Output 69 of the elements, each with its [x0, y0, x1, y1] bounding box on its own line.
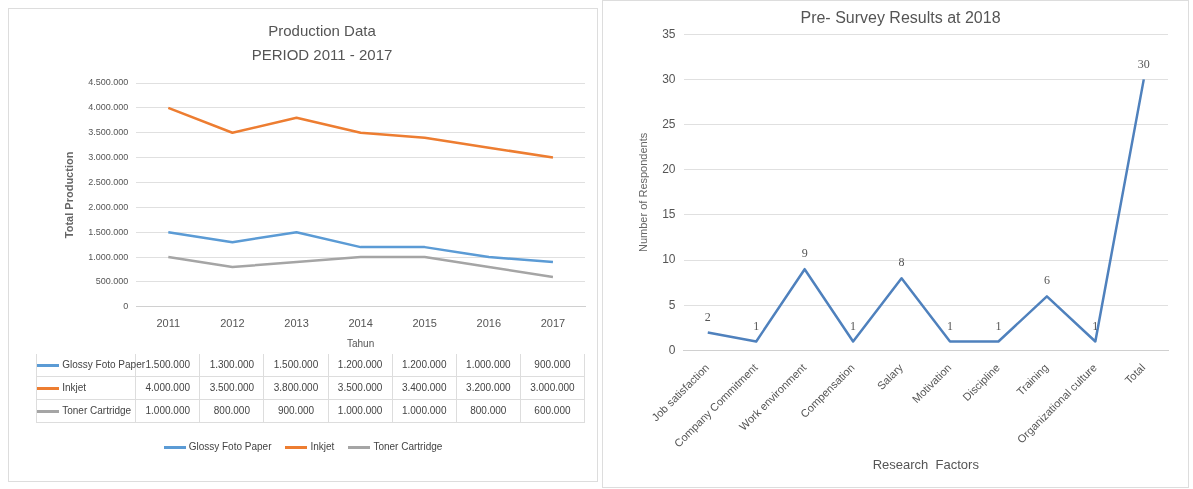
- x-tick-label: 2011: [156, 317, 181, 330]
- data-label: 1.200.000: [328, 354, 393, 377]
- y-tick-label: 1.000.000: [88, 251, 129, 262]
- text: Toner Cartridge: [373, 441, 443, 452]
- x-axis-title: Research Factors: [872, 456, 980, 472]
- data-label: 1: [947, 318, 953, 333]
- y-tick-label: 3.000.000: [88, 152, 129, 163]
- data-label: 1.000.000: [328, 400, 393, 423]
- y-tick-label: 35: [662, 26, 676, 41]
- y-tick-label: 2.000.000: [88, 201, 129, 212]
- data-label: 2: [704, 309, 711, 324]
- y-tick-label: 4.000.000: [88, 102, 129, 113]
- data-label: 1.000.000: [456, 354, 521, 377]
- data-label: 1.500.000: [264, 354, 329, 377]
- text: Inkjet: [310, 441, 335, 452]
- data-label: 3.000.000: [520, 377, 585, 400]
- y-tick-label: 5: [668, 297, 676, 312]
- chart-title: Pre- Survey Results at 2018: [800, 9, 1001, 27]
- x-tick-label: 2012: [220, 317, 245, 330]
- data-label: 1: [753, 318, 760, 333]
- data-label: 3.500.000: [328, 377, 393, 400]
- data-label: 1.000.000: [392, 400, 457, 423]
- data-label: 1: [850, 318, 857, 333]
- data-label: 4.000.000: [136, 377, 201, 400]
- data-label: 600.000: [520, 400, 585, 423]
- y-tick-label: 25: [662, 116, 676, 131]
- y-tick-label: 4.500.000: [88, 77, 129, 88]
- x-tick-label: 2017: [540, 317, 566, 330]
- data-label: 3.200.000: [456, 377, 521, 400]
- y-tick-label: 30: [662, 71, 676, 86]
- y-tick-label: 15: [662, 207, 676, 222]
- data-label: 1: [995, 318, 1002, 333]
- data-label: 1.000.000: [136, 400, 201, 423]
- y-tick-label: 1.500.000: [88, 226, 129, 237]
- data-label: 3.500.000: [200, 377, 265, 400]
- y-axis-title: Total Production: [62, 151, 75, 239]
- data-label: 800.000: [200, 400, 265, 423]
- data-label: 30: [1137, 56, 1150, 71]
- y-tick-label: 0: [668, 342, 676, 357]
- data-label: 8: [898, 255, 905, 270]
- chart-subtitle: PERIOD 2011 - 2017: [251, 46, 393, 64]
- data-label: 1: [1092, 318, 1099, 333]
- data-label: 800.000: [456, 400, 521, 423]
- x-tick-label: 2015: [412, 317, 437, 330]
- data-label: 6: [1043, 273, 1050, 288]
- chart-title: Production Data: [268, 22, 377, 40]
- x-tick-label: 2016: [476, 317, 502, 330]
- data-label: 1.200.000: [392, 354, 457, 377]
- data-label: 900.000: [264, 400, 329, 423]
- y-tick-label: 500.000: [95, 276, 129, 287]
- y-tick-label: 20: [662, 162, 676, 177]
- text: Glossy Foto Paper: [188, 441, 272, 452]
- legend-label: Glossy Foto Paper: [61, 358, 146, 372]
- data-label: 900.000: [520, 354, 585, 377]
- y-tick-label: 0: [123, 301, 129, 312]
- y-axis-title: Number of Respondents: [636, 132, 649, 252]
- data-label: 1.500.000: [145, 359, 191, 370]
- x-tick-label: 2014: [348, 317, 373, 330]
- x-tick-label: 2013: [284, 317, 309, 330]
- y-tick-label: 10: [662, 252, 676, 267]
- legend-label: Toner Cartridge: [36, 400, 137, 423]
- y-tick-label: 3.500.000: [88, 127, 129, 138]
- data-label: 9: [801, 246, 808, 261]
- legend-label: Inkjet: [36, 377, 137, 400]
- y-tick-label: 2.500.000: [88, 176, 129, 187]
- x-axis-title: Tahun: [346, 337, 375, 349]
- data-label: 1.300.000: [200, 354, 265, 377]
- data-label: 3.400.000: [392, 377, 457, 400]
- data-label: 3.800.000: [264, 377, 329, 400]
